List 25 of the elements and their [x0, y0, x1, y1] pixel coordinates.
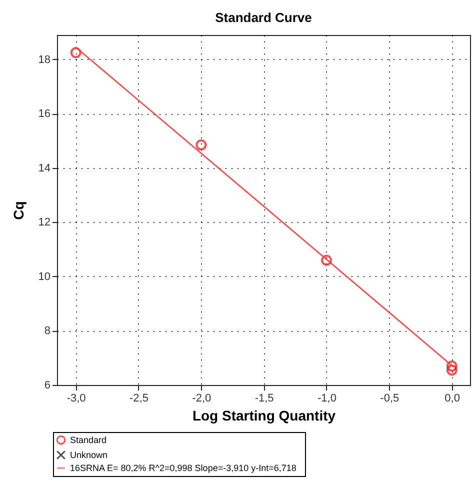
y-tick-label: 16	[38, 108, 50, 120]
point	[196, 139, 207, 150]
x-tick-label: -1,0	[318, 392, 336, 404]
chart-title: Standard Curve	[215, 10, 312, 25]
x-tick-label: 0,0	[444, 392, 460, 404]
x-tick-label: -0,5	[380, 392, 400, 404]
y-tick-label: 8	[44, 325, 50, 338]
y-tick-label: 18	[38, 54, 50, 66]
y-tick-label: 6	[44, 380, 50, 392]
legend-label: 16SRNA E= 80,2% R^2=0,998 Slope=-3,910 y-Int=6,718	[70, 463, 296, 473]
x-tick-label: -1,5	[254, 392, 274, 404]
x-tick-label: -2,5	[129, 392, 148, 404]
y-tick-label: 10	[38, 270, 50, 283]
x-tick-label: -2,0	[192, 392, 212, 404]
legend-label: Standard	[70, 435, 107, 445]
y-axis-title: Cq	[10, 201, 26, 220]
point	[446, 360, 458, 372]
x-axis-title: Log Starting Quantity	[192, 408, 336, 424]
point	[446, 364, 458, 376]
y-tick-label: 12	[38, 216, 50, 229]
point	[70, 47, 82, 58]
legend-label: Unknown	[70, 450, 108, 460]
point	[321, 254, 332, 266]
y-tick-label: 14	[38, 162, 50, 174]
x-tick-label: -3,0	[66, 392, 86, 404]
